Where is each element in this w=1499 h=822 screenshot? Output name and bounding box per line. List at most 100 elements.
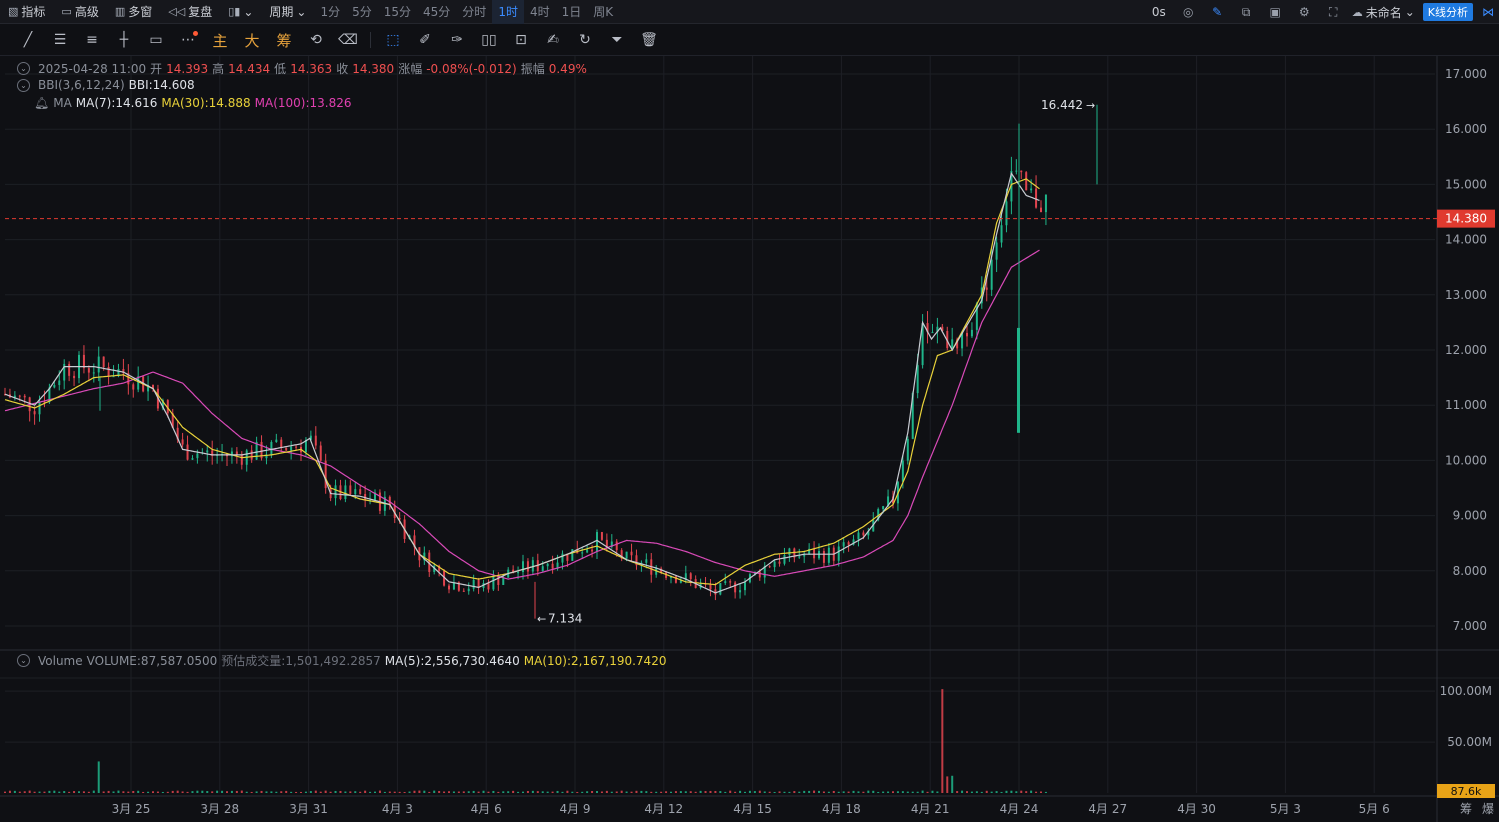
toolbar-divider: [370, 32, 371, 48]
trash-icon[interactable]: 🗑: [640, 32, 658, 48]
ohlc-legend: ⌄ 2025-04-28 11:00 开 14.393 高 14.434 低 14.3…: [17, 60, 587, 77]
candle-body: [1005, 201, 1008, 226]
parallel-lines-tool-icon[interactable]: ☰: [53, 32, 67, 48]
volume-bar: [615, 791, 618, 793]
volume-bar: [1000, 791, 1003, 793]
volume-bar: [448, 791, 450, 793]
volume-bar: [398, 791, 401, 793]
candle-body: [398, 517, 401, 520]
share-icon[interactable]: ⋈: [1482, 5, 1494, 19]
fullscreen-icon[interactable]: ⛶: [1329, 4, 1338, 19]
kline-analysis-button[interactable]: K线分析: [1422, 3, 1473, 21]
window-icon[interactable]: ▣: [1269, 5, 1281, 19]
candle-body: [107, 367, 110, 377]
volume-bar: [995, 791, 998, 793]
candle-body: [502, 577, 505, 585]
replay-button[interactable]: ◁◁ 复盘: [160, 0, 220, 24]
filter-icon[interactable]: ⏷: [611, 32, 623, 48]
candle-body: [359, 489, 362, 495]
volume-bar: [388, 791, 391, 793]
indicator-button[interactable]: ▧ 指标: [0, 0, 53, 24]
period-tab-5[interactable]: 1时: [492, 0, 524, 24]
candle-body: [191, 458, 194, 460]
lock-icon[interactable]: ⊡: [515, 32, 527, 48]
candle-body: [541, 566, 544, 572]
volume-bar: [438, 790, 441, 793]
candle-body: [966, 332, 968, 337]
candle-body: [512, 569, 515, 574]
volume-bar: [1025, 791, 1028, 793]
period-tab-0[interactable]: 1分: [320, 5, 341, 19]
highlighter-icon[interactable]: ✑: [451, 32, 463, 48]
chart-type-dropdown[interactable]: ▯▮ ⌄: [220, 0, 261, 24]
magnet-icon[interactable]: ⟲: [310, 32, 322, 48]
candle-body: [561, 553, 564, 563]
volume-bar: [842, 791, 845, 793]
bbi-value: BBI:14.608: [128, 78, 195, 92]
volume-bar: [211, 791, 214, 793]
volume-bar: [596, 791, 598, 793]
chip-distribution-button[interactable]: 筹: [276, 31, 292, 50]
volume-bar: [734, 791, 737, 793]
period-tab-1[interactable]: 5分: [352, 5, 372, 19]
candle-body: [605, 539, 608, 547]
popout-icon[interactable]: ⧉: [1241, 4, 1251, 19]
period-tab-6[interactable]: 4时: [529, 5, 550, 19]
candle-body: [586, 549, 589, 553]
candle-body: [793, 548, 796, 558]
note-icon[interactable]: ✍: [547, 32, 559, 48]
candle-body: [522, 561, 524, 573]
candle-body: [566, 553, 569, 561]
indicator-label: 指标: [21, 5, 46, 19]
period-tab-3[interactable]: 45分: [423, 5, 451, 19]
candle-body: [97, 356, 100, 373]
price-chart[interactable]: 17.000 16.000 15.000 14.000 13.000 12.000 11.0…: [0, 56, 1499, 822]
price-tick-label: 9.000: [1453, 509, 1487, 523]
big-order-button[interactable]: 大: [244, 31, 260, 50]
time-tick-label: 4月 9: [559, 802, 590, 816]
advanced-button[interactable]: ▭ 高级: [53, 0, 106, 24]
candle-body: [250, 450, 253, 460]
rotate-icon[interactable]: ↻: [579, 32, 591, 48]
volume-bar: [171, 790, 174, 793]
volume-bar: [941, 689, 944, 793]
candle-body: [413, 535, 416, 548]
collapse-icon[interactable]: ⌄: [17, 78, 30, 92]
collapse-icon[interactable]: ⌄: [17, 654, 30, 667]
select-cursor-icon[interactable]: ⬚: [386, 32, 400, 48]
current-volume-label: 87.6k: [1451, 785, 1482, 798]
eraser-icon[interactable]: ⌫: [338, 32, 358, 48]
volume-bar: [28, 790, 31, 793]
multi-window-button[interactable]: ▥ 多窗: [107, 0, 160, 24]
layout-name-dropdown[interactable]: ☁ 未命名 ⌄: [1348, 0, 1419, 24]
candle-body: [778, 561, 781, 564]
rectangle-tool-icon[interactable]: ▭: [149, 32, 163, 48]
volume-bar: [186, 791, 189, 793]
horizontal-lines-tool-icon[interactable]: ≡: [86, 32, 98, 48]
ma7-line: [4, 171, 1040, 594]
period-tab-4[interactable]: 分时: [462, 5, 487, 19]
candle-body: [265, 454, 268, 459]
candle-body: [596, 532, 598, 552]
main-chart-button[interactable]: 主: [212, 31, 228, 50]
collapse-icon[interactable]: ⌄: [17, 62, 30, 75]
period-tab-2[interactable]: 15分: [383, 5, 412, 19]
volume-bar: [176, 790, 179, 793]
time-tick-label: 3月 25: [112, 802, 151, 816]
more-tools-icon[interactable]: ⋯: [172, 26, 204, 54]
high-price-marker: 16.442: [1041, 98, 1083, 112]
period-dropdown[interactable]: 周期 ⌄: [261, 0, 314, 24]
brush-icon[interactable]: ✐: [419, 32, 431, 48]
period-tab-7[interactable]: 1日: [561, 5, 582, 19]
candles-icon[interactable]: ▯▯: [481, 32, 497, 48]
period-tab-8[interactable]: 周K: [593, 5, 614, 19]
settings-icon[interactable]: ⚙: [1298, 5, 1310, 19]
pencil-icon[interactable]: ✎: [1212, 5, 1223, 19]
horizontal-ray-tool-icon[interactable]: ┼: [119, 32, 129, 48]
candle-body: [112, 376, 115, 378]
trendline-tool-icon[interactable]: ╱: [23, 32, 33, 48]
bell-icon[interactable]: 🔔︎: [34, 96, 50, 110]
camera-icon[interactable]: ◎: [1182, 5, 1194, 19]
volume-bar: [546, 791, 549, 793]
volume-bar: [990, 791, 993, 793]
